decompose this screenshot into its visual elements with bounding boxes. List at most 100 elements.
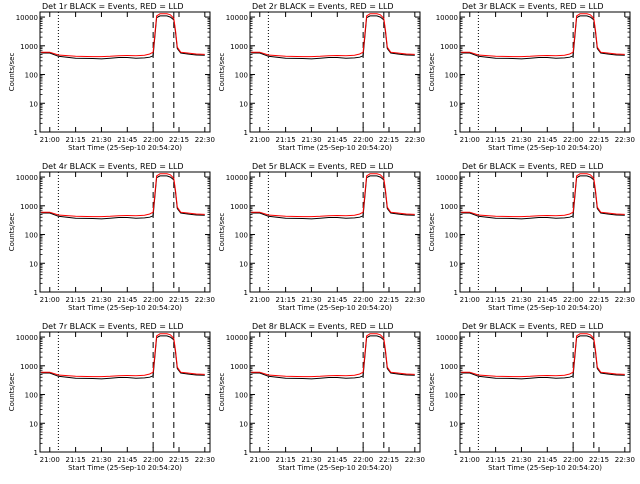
panel-1: Det 1r BLACK = Events, RED = LLD 1 10 100 10… bbox=[8, 2, 215, 152]
y-tick-label: 100 bbox=[25, 232, 38, 240]
x-tick-label: 21:30 bbox=[91, 296, 111, 304]
plot-frame bbox=[459, 11, 631, 133]
series-events-line bbox=[461, 15, 625, 60]
y-tick-label: 10 bbox=[449, 260, 458, 268]
panel-title: Det 6r BLACK = Events, RED = LLD bbox=[462, 162, 604, 171]
x-tick-label: 22:15 bbox=[169, 136, 189, 144]
panel-8: Det 8r BLACK = Events, RED = LLD 1 10 100 10… bbox=[218, 322, 425, 472]
panel-9: Det 9r BLACK = Events, RED = LLD 1 10 100 10… bbox=[428, 322, 635, 472]
x-tick-label: 21:45 bbox=[537, 456, 557, 464]
y-tick-label: 1000 bbox=[440, 203, 458, 211]
y-axis-label: Counts/sec bbox=[8, 53, 16, 92]
y-tick-label: 1 bbox=[34, 289, 38, 297]
x-tick-label: 22:00 bbox=[143, 136, 163, 144]
x-tick-label: 22:00 bbox=[143, 296, 163, 304]
panel-title: Det 2r BLACK = Events, RED = LLD bbox=[252, 2, 394, 11]
panel-title: Det 3r BLACK = Events, RED = LLD bbox=[462, 2, 604, 11]
y-tick-label: 1 bbox=[34, 129, 38, 137]
x-tick-label: 21:15 bbox=[486, 136, 506, 144]
x-tick-label: 21:30 bbox=[511, 136, 531, 144]
y-tick-label: 1000 bbox=[440, 43, 458, 51]
plot-frame bbox=[249, 11, 421, 133]
y-axis-label: Counts/sec bbox=[428, 213, 436, 252]
panel-title: Det 1r BLACK = Events, RED = LLD bbox=[42, 2, 184, 11]
y-tick-label: 1 bbox=[244, 449, 248, 457]
x-tick-label: 21:00 bbox=[40, 456, 60, 464]
y-tick-label: 1000 bbox=[230, 203, 248, 211]
x-tick-label: 22:00 bbox=[563, 136, 583, 144]
x-tick-label: 22:15 bbox=[589, 136, 609, 144]
x-tick-label: 21:30 bbox=[301, 136, 321, 144]
x-tick-label: 21:15 bbox=[276, 456, 296, 464]
y-tick-label: 10000 bbox=[436, 174, 458, 182]
series-events-line bbox=[41, 175, 205, 220]
panel-title: Det 5r BLACK = Events, RED = LLD bbox=[252, 162, 394, 171]
y-axis-label: Counts/sec bbox=[8, 373, 16, 412]
x-axis-label: Start Time (25-Sep-10 20:54:20) bbox=[68, 144, 182, 152]
y-axis-label: Counts/sec bbox=[218, 213, 226, 252]
y-tick-label: 10000 bbox=[436, 334, 458, 342]
x-tick-label: 22:00 bbox=[563, 456, 583, 464]
x-tick-label: 22:00 bbox=[353, 136, 373, 144]
panel-5: Det 5r BLACK = Events, RED = LLD 1 10 100 10… bbox=[218, 162, 425, 312]
y-tick-label: 10000 bbox=[16, 174, 38, 182]
y-tick-label: 10000 bbox=[16, 14, 38, 22]
x-tick-label: 21:00 bbox=[460, 456, 480, 464]
x-axis-label: Start Time (25-Sep-10 20:54:20) bbox=[488, 304, 602, 312]
y-tick-label: 10000 bbox=[16, 334, 38, 342]
x-tick-label: 22:00 bbox=[143, 456, 163, 464]
x-tick-label: 22:30 bbox=[195, 136, 215, 144]
panel-2: Det 2r BLACK = Events, RED = LLD 1 10 100 10… bbox=[218, 2, 425, 152]
series-events-line bbox=[251, 15, 415, 60]
x-tick-label: 21:15 bbox=[486, 456, 506, 464]
y-tick-label: 1 bbox=[454, 449, 458, 457]
y-tick-label: 100 bbox=[235, 232, 248, 240]
plot-frame bbox=[249, 331, 421, 453]
x-axis-label: Start Time (25-Sep-10 20:54:20) bbox=[278, 304, 392, 312]
x-tick-label: 22:15 bbox=[589, 456, 609, 464]
x-tick-label: 21:45 bbox=[117, 456, 137, 464]
y-tick-label: 10 bbox=[29, 420, 38, 428]
x-tick-label: 21:00 bbox=[40, 136, 60, 144]
x-tick-label: 21:45 bbox=[117, 136, 137, 144]
series-lld-line bbox=[41, 333, 205, 378]
y-axis-label: Counts/sec bbox=[428, 53, 436, 92]
y-tick-label: 10 bbox=[449, 100, 458, 108]
x-tick-label: 21:45 bbox=[327, 456, 347, 464]
x-tick-label: 22:15 bbox=[589, 296, 609, 304]
x-tick-label: 21:15 bbox=[486, 296, 506, 304]
x-tick-label: 22:30 bbox=[405, 136, 425, 144]
x-tick-label: 22:00 bbox=[353, 456, 373, 464]
y-tick-label: 1 bbox=[454, 289, 458, 297]
x-tick-label: 21:15 bbox=[66, 136, 86, 144]
y-tick-label: 1000 bbox=[230, 363, 248, 371]
x-tick-label: 21:00 bbox=[460, 296, 480, 304]
y-tick-label: 10 bbox=[239, 420, 248, 428]
series-events-line bbox=[251, 175, 415, 220]
x-tick-label: 21:00 bbox=[40, 296, 60, 304]
y-tick-label: 100 bbox=[445, 232, 458, 240]
panel-title: Det 8r BLACK = Events, RED = LLD bbox=[252, 322, 394, 331]
x-tick-label: 22:30 bbox=[615, 456, 635, 464]
x-tick-label: 21:30 bbox=[91, 136, 111, 144]
x-tick-label: 21:15 bbox=[66, 456, 86, 464]
y-tick-label: 1000 bbox=[20, 363, 38, 371]
y-axis-label: Counts/sec bbox=[218, 53, 226, 92]
y-tick-label: 1 bbox=[34, 449, 38, 457]
x-tick-label: 21:15 bbox=[276, 136, 296, 144]
y-tick-label: 100 bbox=[445, 72, 458, 80]
series-lld-line bbox=[41, 173, 205, 218]
x-axis-label: Start Time (25-Sep-10 20:54:20) bbox=[488, 464, 602, 472]
panel-title: Det 4r BLACK = Events, RED = LLD bbox=[42, 162, 184, 171]
series-lld-line bbox=[251, 333, 415, 378]
y-axis-label: Counts/sec bbox=[428, 373, 436, 412]
x-tick-label: 22:15 bbox=[379, 296, 399, 304]
y-tick-label: 10 bbox=[239, 100, 248, 108]
x-tick-label: 22:30 bbox=[405, 456, 425, 464]
series-lld-line bbox=[251, 13, 415, 58]
x-tick-label: 21:45 bbox=[327, 296, 347, 304]
x-tick-label: 21:30 bbox=[511, 456, 531, 464]
y-tick-label: 1000 bbox=[230, 43, 248, 51]
x-tick-label: 21:30 bbox=[301, 456, 321, 464]
y-tick-label: 100 bbox=[445, 392, 458, 400]
